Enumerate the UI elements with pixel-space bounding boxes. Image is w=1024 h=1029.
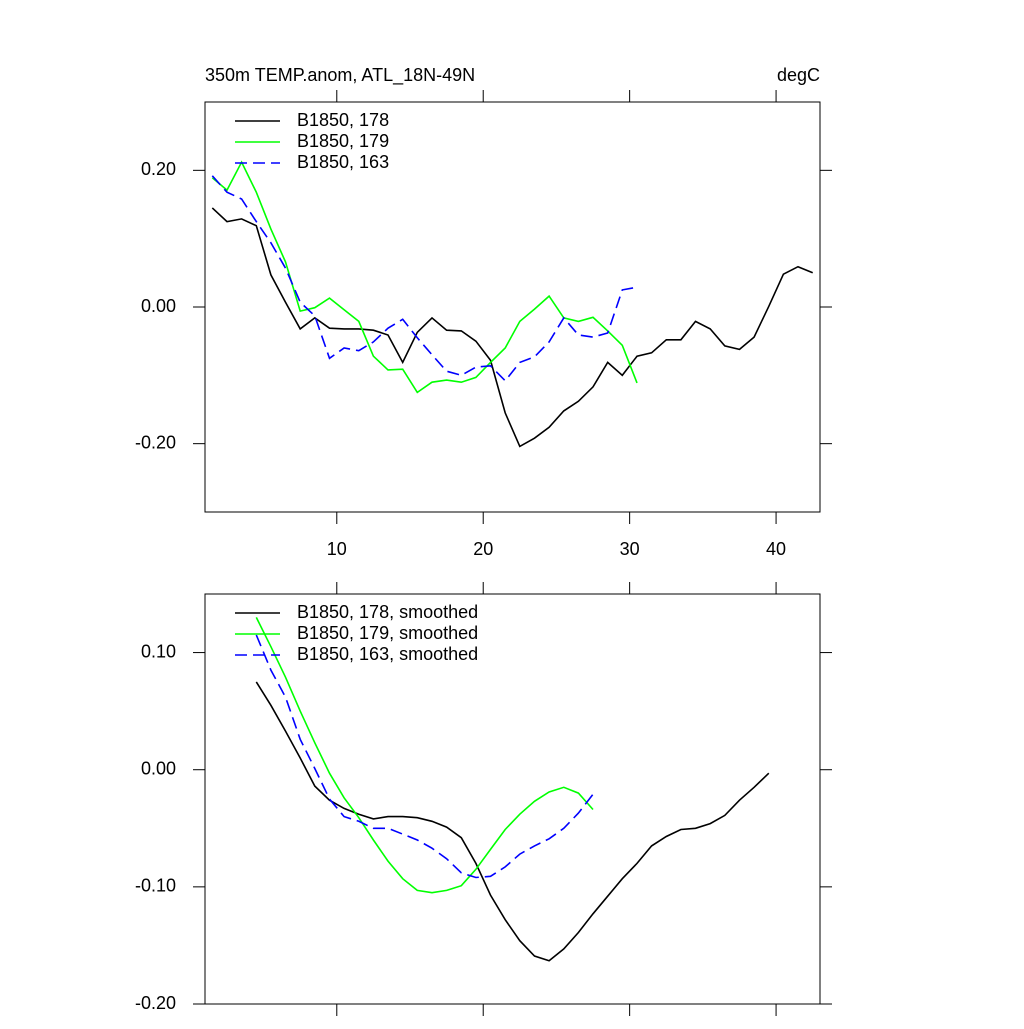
legend-label: B1850, 163 [297, 152, 389, 172]
legend-label: B1850, 179 [297, 131, 389, 151]
x-tick-label: 10 [327, 539, 347, 559]
series-line [255, 681, 770, 962]
series-line [211, 175, 638, 383]
y-tick-label: 0.10 [141, 641, 176, 661]
y-tick-label: -0.20 [135, 993, 176, 1013]
legend-label: B1850, 178, smoothed [297, 602, 478, 622]
y-tick-label: 0.20 [141, 159, 176, 179]
series-line [211, 207, 814, 448]
y-tick-label: -0.10 [135, 876, 176, 896]
y-tick-label: -0.20 [135, 432, 176, 452]
chart-title: 350m TEMP.anom, ATL_18N-49N [205, 65, 475, 86]
series-line [255, 634, 594, 879]
y-tick-label: 0.00 [141, 296, 176, 316]
series-line [211, 160, 638, 394]
plot-frame [204, 593, 821, 1005]
legend-label: B1850, 163, smoothed [297, 644, 478, 664]
legend-label: B1850, 179, smoothed [297, 623, 478, 643]
y-tick-label: 0.00 [141, 758, 176, 778]
x-tick-label: 30 [620, 539, 640, 559]
series-line [255, 617, 594, 894]
units-label: degC [777, 65, 820, 85]
legend-label: B1850, 178 [297, 110, 389, 130]
x-tick-label: 40 [766, 539, 786, 559]
x-tick-label: 20 [473, 539, 493, 559]
